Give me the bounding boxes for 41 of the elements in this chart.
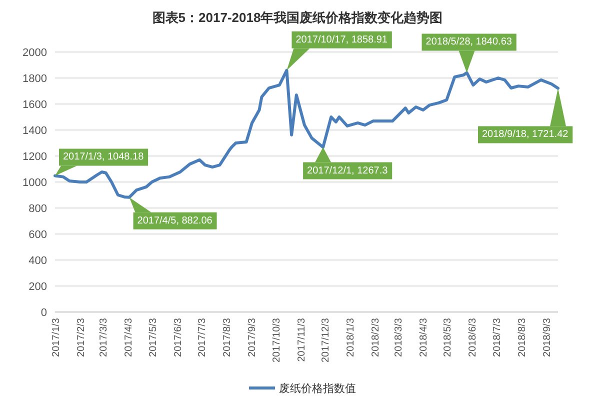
annotation: 2018/5/28, 1840.63 bbox=[426, 36, 512, 48]
legend: 废纸价格指数值 bbox=[249, 383, 356, 395]
x-tick-label: 2018/1/3 bbox=[346, 318, 357, 357]
y-tick-label: 1600 bbox=[22, 99, 47, 111]
x-tick-label: 2018/4/3 bbox=[418, 318, 430, 357]
x-tick-label: 2018/7/3 bbox=[492, 318, 503, 357]
x-tick-label: 2017/8/3 bbox=[222, 318, 234, 357]
y-tick-label: 1000 bbox=[22, 177, 47, 189]
x-tick-label: 2017/1/3 bbox=[51, 318, 62, 357]
x-tick-label: 2017/5/3 bbox=[148, 318, 159, 357]
x-tick-label: 2018/8/3 bbox=[516, 318, 528, 357]
y-tick-label: 2000 bbox=[22, 47, 47, 59]
y-tick-label: 400 bbox=[28, 255, 47, 267]
x-tick-label: 2018/2/3 bbox=[370, 318, 382, 357]
annotation: 2017/12/1, 1267.3 bbox=[307, 165, 388, 176]
y-tick-label: 1200 bbox=[22, 151, 47, 163]
y-tick-label: 1400 bbox=[22, 125, 47, 137]
x-tick-label: 2017/12/3 bbox=[320, 318, 332, 362]
x-tick-label: 2017/4/3 bbox=[124, 318, 135, 357]
annotation: 2017/10/17, 1858.91 bbox=[296, 34, 388, 46]
y-tick-label: 600 bbox=[28, 229, 47, 241]
y-tick-label: 200 bbox=[28, 281, 47, 293]
x-tick-label: 2018/5/3 bbox=[442, 318, 454, 357]
x-tick-label: 2017/6/3 bbox=[172, 318, 184, 357]
x-tick-label: 2017/7/3 bbox=[197, 318, 208, 357]
x-tick-label: 2017/10/3 bbox=[271, 318, 282, 362]
x-tick-label: 2018/3/3 bbox=[393, 318, 404, 357]
x-tick-label: 2018/9/3 bbox=[542, 318, 553, 357]
chart-title: 图表5：2017-2018年我国废纸价格指数变化趋势图 bbox=[152, 10, 443, 25]
x-tick-label: 2017/11/3 bbox=[296, 318, 308, 362]
x-tick-label: 2017/9/3 bbox=[247, 318, 258, 357]
x-tick-label: 2017/3/3 bbox=[98, 318, 110, 357]
y-tick-label: 1800 bbox=[22, 73, 47, 85]
x-tick-label: 2018/6/3 bbox=[468, 318, 479, 357]
annotation: 2017/4/5, 882.06 bbox=[137, 215, 213, 226]
legend-label: 废纸价格指数值 bbox=[279, 382, 356, 395]
y-tick-label: 800 bbox=[28, 203, 47, 215]
annotation: 2017/1/3, 1048.18 bbox=[63, 152, 144, 163]
y-tick-label: 0 bbox=[40, 307, 47, 319]
annotation: 2018/9/18, 1721.42 bbox=[482, 129, 569, 140]
x-tick-label: 2017/2/3 bbox=[76, 318, 88, 357]
